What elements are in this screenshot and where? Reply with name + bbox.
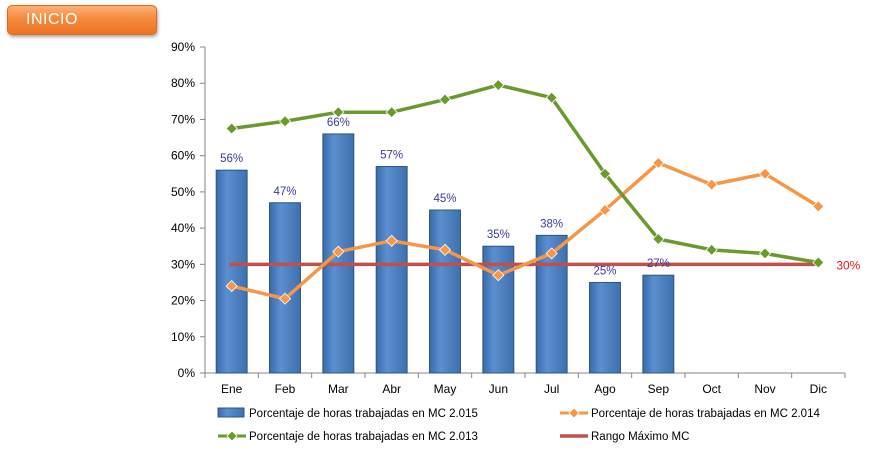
x-tick-label: Feb [275, 382, 296, 396]
bar [215, 169, 248, 374]
bar-data-label: 45% [433, 193, 456, 205]
bar-data-label: 56% [220, 153, 243, 165]
y-tick-label: 10% [171, 330, 195, 344]
bar [642, 274, 675, 374]
legend-label: Porcentaje de horas trabajadas en MC 2.0… [249, 431, 478, 443]
bar-data-label: 25% [593, 265, 616, 277]
x-tick-label: Jul [544, 382, 559, 396]
y-tick-label: 80% [171, 76, 195, 90]
y-tick-label: 40% [171, 221, 195, 235]
y-tick-label: 20% [171, 294, 195, 308]
bar-data-label: 57% [380, 150, 403, 162]
series-point [652, 156, 665, 169]
series-point [492, 269, 505, 282]
legend-marker [568, 407, 580, 419]
x-tick-label: Mar [328, 382, 349, 396]
y-tick-label: 30% [171, 257, 195, 271]
series-point [332, 245, 345, 258]
series-point [598, 167, 612, 180]
y-tick-label: 0% [178, 366, 196, 380]
x-tick-label: Abr [382, 382, 401, 396]
x-tick-label: Sep [648, 382, 670, 396]
legend-marker [226, 430, 238, 442]
data-labels: 56% 47% 66% 57% 45% 35% 38% 25% 27% 30% [220, 117, 861, 278]
series-line [231, 161, 820, 301]
x-tick-label: May [434, 382, 457, 396]
series-point [225, 122, 238, 135]
x-tick-label: Jun [489, 382, 508, 396]
series-point [758, 247, 772, 260]
series-point [758, 167, 772, 180]
bar-data-label: 66% [327, 117, 350, 129]
bar [429, 209, 461, 374]
y-tick-label: 50% [171, 185, 195, 199]
series-point [225, 280, 238, 293]
y-tick-label: 90% [171, 40, 195, 54]
legend-label: Porcentaje de horas trabajadas en MC 2.0… [249, 408, 478, 420]
series-point [438, 93, 452, 106]
series-point [332, 106, 345, 119]
reference-line-label: 30% [836, 258, 860, 272]
chart-legend: Porcentaje de horas trabajadas en MC 2.0… [217, 407, 820, 443]
y-tick-label: 60% [171, 149, 195, 163]
bar-data-label: 38% [540, 218, 563, 230]
series-point [812, 200, 825, 213]
y-tick-label: 70% [171, 112, 195, 126]
x-tick-label: Nov [754, 382, 775, 396]
x-tick-label: Oct [702, 382, 721, 396]
series-point [438, 243, 452, 256]
series-point [492, 78, 505, 92]
legend-label: Porcentaje de horas trabajadas en MC 2.0… [591, 408, 820, 420]
bar-data-label: 47% [273, 186, 296, 198]
line-series [225, 78, 825, 305]
bar [589, 281, 621, 374]
series-point [705, 178, 718, 191]
bar [375, 166, 408, 374]
series-line [231, 83, 819, 265]
series-point [598, 203, 612, 217]
chart-axes: 0% 10% 20% 30% 40% 50% 60% 70% 80% 90% Ene Feb Mar Ab… [171, 40, 846, 396]
series-point [278, 292, 292, 305]
series-point [545, 247, 558, 260]
series-point [545, 91, 558, 104]
x-tick-label: Dic [810, 382, 827, 396]
inicio-button[interactable]: INICIO [7, 5, 157, 35]
legend-swatch [217, 407, 245, 418]
bar-data-label: 27% [647, 258, 670, 270]
series-point [278, 115, 292, 128]
series-point [385, 234, 398, 247]
series-point [385, 106, 398, 119]
series-point [812, 256, 825, 269]
series-point [652, 232, 665, 246]
legend-label: Rango Máximo MC [591, 431, 689, 443]
x-tick-label: Ene [221, 382, 243, 396]
inicio-button-label: INICIO [26, 11, 78, 28]
x-tick-label: Ago [594, 382, 616, 396]
series-point [705, 243, 718, 256]
bar [482, 245, 515, 374]
bar-data-label: 35% [487, 229, 510, 241]
